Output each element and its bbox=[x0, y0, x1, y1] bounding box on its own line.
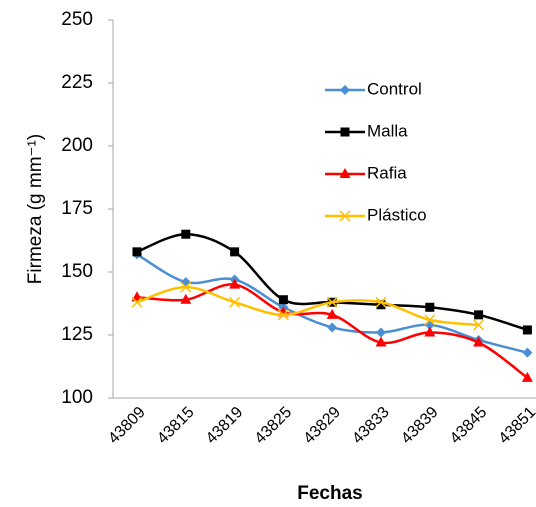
marker bbox=[327, 322, 338, 333]
series-line bbox=[136, 285, 479, 327]
y-tick-label: 100 bbox=[61, 387, 93, 408]
x-tick-label: 43839 bbox=[398, 404, 442, 448]
marker bbox=[521, 371, 533, 382]
x-tick-label: 43819 bbox=[203, 404, 247, 448]
legend-label: Control bbox=[367, 79, 422, 98]
y-axis-title: Firmeza (g mm⁻¹) bbox=[25, 134, 46, 284]
marker bbox=[425, 302, 435, 312]
marker bbox=[278, 295, 288, 305]
marker bbox=[326, 308, 338, 319]
marker bbox=[230, 247, 240, 257]
y-tick-label: 175 bbox=[61, 198, 93, 219]
marker bbox=[522, 325, 532, 335]
marker bbox=[229, 296, 241, 308]
y-tick-label: 225 bbox=[61, 72, 93, 93]
marker bbox=[326, 296, 338, 308]
legend-label: Malla bbox=[367, 121, 408, 140]
y-tick-label: 125 bbox=[61, 324, 93, 345]
marker bbox=[229, 278, 241, 289]
marker bbox=[522, 347, 533, 358]
marker bbox=[180, 293, 192, 304]
x-tick-label: 43833 bbox=[349, 404, 393, 448]
marker bbox=[180, 277, 191, 288]
marker bbox=[131, 296, 143, 308]
marker bbox=[376, 300, 386, 310]
legend-label: Plástico bbox=[367, 205, 427, 224]
legend-marker bbox=[340, 127, 350, 137]
x-tick-label: 43809 bbox=[105, 404, 149, 448]
marker bbox=[375, 336, 387, 347]
marker bbox=[181, 229, 191, 239]
y-tick-label: 200 bbox=[61, 135, 93, 156]
x-tick-label: 43851 bbox=[496, 404, 536, 448]
marker bbox=[375, 296, 387, 308]
marker bbox=[424, 314, 436, 326]
x-tick-label: 43815 bbox=[154, 404, 198, 448]
marker bbox=[277, 309, 289, 321]
marker bbox=[180, 281, 192, 293]
y-tick-label: 150 bbox=[61, 261, 93, 282]
legend-marker bbox=[340, 85, 350, 95]
x-tick-label: 43845 bbox=[447, 404, 491, 448]
marker bbox=[473, 319, 485, 331]
legend-marker bbox=[339, 168, 351, 178]
legend-label: Rafia bbox=[367, 163, 407, 182]
marker bbox=[474, 310, 484, 320]
x-tick-label: 43829 bbox=[301, 404, 345, 448]
marker bbox=[424, 326, 436, 337]
legend: Control Malla Rafia Plástico bbox=[325, 79, 427, 224]
marker bbox=[132, 247, 142, 257]
marker bbox=[473, 336, 485, 347]
x-axis-title: Fechas bbox=[297, 483, 362, 504]
marker bbox=[376, 327, 386, 338]
x-tick-label: 43825 bbox=[252, 404, 296, 448]
y-tick-label: 250 bbox=[61, 9, 93, 30]
legend-marker bbox=[339, 210, 351, 222]
